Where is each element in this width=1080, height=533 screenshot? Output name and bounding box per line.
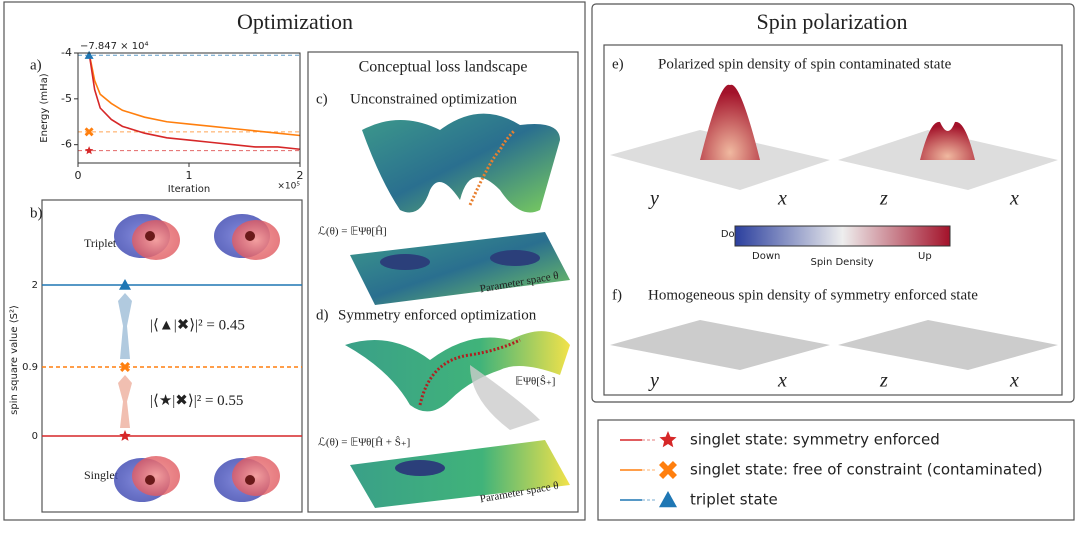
panel-title: Polarized spin density of spin contamina… [658, 56, 952, 72]
y-tick-label: -5 [61, 92, 72, 105]
title: Spin polarization [757, 9, 908, 34]
landscape-frame [307, 51, 579, 513]
density-peak [700, 84, 760, 160]
line [88, 52, 301, 151]
basin [380, 254, 430, 270]
colorbar [734, 225, 951, 247]
axis-letter: x [1009, 370, 1019, 392]
penalty-surface [470, 365, 540, 430]
panel-title: Homogeneous spin density of symmetry enf… [648, 287, 978, 303]
y-tick-label: 0 [32, 431, 38, 442]
panel-label: f) [612, 287, 622, 303]
y-axis-label: spin square value ⟨S²⟩ [9, 305, 20, 415]
y-tick-label: -6 [61, 138, 72, 151]
loss-surface [362, 113, 560, 213]
axis-letter: x [777, 370, 787, 392]
loss-surface [345, 331, 570, 412]
axis-letter: y [648, 370, 659, 392]
side-label: 𝔼Ψθ[Ŝ₊] [515, 376, 555, 388]
orbital-lobe [232, 456, 280, 496]
colorbar-high: Up [918, 251, 932, 262]
level-marker [119, 430, 131, 441]
orbital-lobe [132, 456, 180, 496]
offset-label: −7.847 × 10⁴ [80, 41, 148, 52]
legend-label: triplet state [690, 491, 778, 509]
axis-letter: x [777, 188, 787, 210]
orbital-lobe [132, 220, 180, 260]
basin [395, 460, 445, 476]
panel-label: d) [316, 307, 329, 323]
spin-frame [603, 44, 1063, 396]
transition-arrow [118, 375, 132, 428]
left-frame [3, 1, 586, 521]
basin [490, 250, 540, 266]
orbital-lobe [232, 220, 280, 260]
overlap-label: |⟨▲|✖⟩|² = 0.45 [150, 317, 245, 333]
colorbar-low: Down [752, 251, 780, 262]
axis-letter: z [879, 188, 888, 210]
atom [245, 475, 255, 485]
title: Optimization [237, 9, 353, 34]
colorbar-title: Spin Density [810, 257, 873, 268]
right-frame [591, 3, 1075, 403]
reference-marker [84, 50, 94, 59]
overlap-label: |⟨★|✖⟩|² = 0.55 [150, 393, 243, 409]
density-plane [610, 320, 830, 370]
legend-frame [597, 419, 1075, 521]
legend-marker [659, 461, 677, 479]
loss-formula: ℒ(θ) = 𝔼Ψθ[Ĥ] [318, 226, 387, 238]
atom [145, 475, 155, 485]
density-peak [920, 121, 975, 160]
legend-label: singlet state: symmetry enforced [690, 431, 940, 449]
trajectory [468, 128, 517, 206]
loss-formula: ℒ(θ) = 𝔼Ψθ[Ĥ + Ŝ₊] [318, 437, 410, 449]
panel-title: Unconstrained optimization [350, 91, 518, 107]
legend-label: singlet state: free of constraint (conta… [690, 461, 1043, 479]
panel-label: c) [316, 91, 328, 107]
x-tick-label: 2 [297, 169, 304, 182]
atom [245, 231, 255, 241]
legend-marker [659, 431, 677, 448]
legend-marker [659, 491, 677, 508]
state-label: Triplet [84, 236, 117, 250]
axis-letter: z [879, 370, 888, 392]
contour-plane [350, 440, 570, 508]
x-tick-label: 1 [186, 169, 193, 182]
y-tick-label: -4 [61, 46, 72, 59]
contour-plane [350, 232, 570, 305]
reference-marker [84, 127, 94, 137]
x-scale-label: ×10⁵ [277, 182, 300, 192]
level-marker [120, 362, 130, 372]
panel-label: e) [612, 56, 624, 72]
heading: Conceptual loss landscape [359, 59, 528, 76]
atom [145, 231, 155, 241]
x-tick-label: 0 [75, 169, 82, 182]
transition-arrow [118, 293, 132, 359]
density-plane [838, 320, 1058, 370]
panel-label: b) [30, 205, 43, 221]
y-tick-label: 0.9 [22, 362, 38, 373]
y-axis-label: Energy (mHa) [39, 73, 50, 142]
x-axis-label: Iteration [168, 184, 210, 195]
panel-title: Symmetry enforced optimization [338, 307, 537, 323]
state-label: Singlet [84, 468, 119, 482]
panel-label: a) [30, 57, 42, 73]
reference-marker [84, 146, 94, 155]
y-tick-label: 2 [32, 280, 38, 291]
level-marker [119, 279, 131, 290]
trajectory [418, 338, 521, 406]
axis-letter: y [648, 188, 659, 210]
panel-b-frame [41, 199, 303, 513]
line [88, 52, 301, 137]
axis-letter: x [1009, 188, 1019, 210]
